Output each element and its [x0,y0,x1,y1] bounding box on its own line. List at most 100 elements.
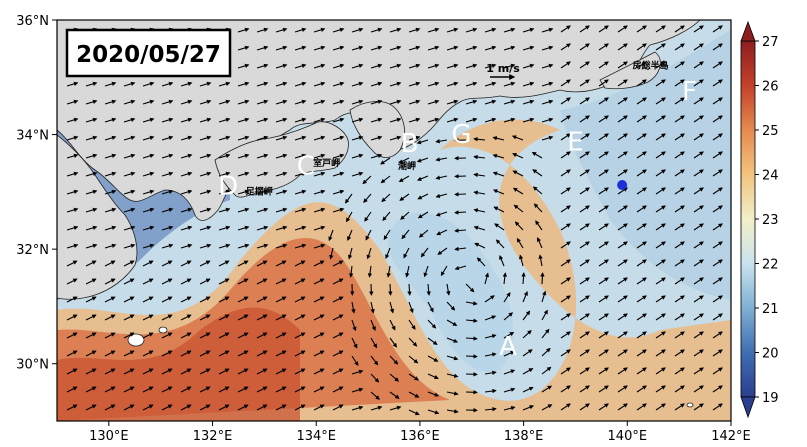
current-vector [712,241,723,249]
current-vector [313,135,326,141]
current-vector [180,189,193,195]
current-vector [256,153,269,159]
current-vector [104,189,117,195]
current-vector [617,385,628,393]
current-vector [522,27,535,33]
current-vector [408,409,420,416]
current-vector [388,283,393,296]
current-vector [142,225,155,231]
current-vector [674,43,685,51]
current-vector [332,171,345,177]
current-vector [712,25,723,33]
current-vector [218,117,231,123]
current-vector [237,350,249,357]
current-vector [435,139,448,144]
current-vector [541,328,550,339]
current-vector [161,314,173,321]
current-vector [237,314,249,321]
current-vector [104,314,116,321]
current-vector [104,225,117,231]
current-vector [427,45,440,51]
current-vector [484,352,497,357]
current-vector [256,171,269,177]
current-vector [275,117,288,123]
current-vector [408,63,421,69]
current-vector [503,45,516,51]
current-vector [313,171,326,177]
current-vector [313,225,326,231]
current-vector [598,259,609,267]
current-vector [693,367,704,375]
current-vector [655,241,666,249]
current-vector [636,79,647,87]
current-vector [161,404,173,411]
current-vector [367,265,373,278]
current-vector [427,337,438,345]
current-vector [465,99,478,105]
current-vector [655,331,666,339]
current-vector [693,97,704,105]
current-vector [199,350,211,357]
current-vector [142,278,154,285]
current-vector [256,332,268,339]
current-vector [142,368,154,375]
current-vector [142,99,155,105]
colorbar-bottom-extend [740,396,756,419]
current-vector [199,278,211,285]
current-vector [66,243,79,249]
current-vector [712,61,723,69]
current-vector [237,207,250,213]
current-vector [636,403,647,411]
current-vector [655,385,666,393]
current-vector [560,187,571,195]
current-vector [435,175,448,180]
current-vector [484,45,497,51]
current-vector [427,409,440,415]
current-vector [579,43,590,51]
current-vector [636,241,647,249]
current-vector [199,135,212,141]
current-vector [85,117,98,123]
current-vector [199,81,212,87]
current-vector [655,187,666,195]
current-vector [598,367,609,375]
current-vector [66,135,79,141]
current-vector [237,99,250,105]
current-vector [427,63,440,69]
current-vector [417,193,429,200]
current-vector [347,229,353,241]
current-vector [598,277,609,285]
current-vector [180,99,193,105]
colorbar-gradient [740,40,756,398]
current-vector [598,313,609,321]
current-vector [693,313,704,321]
cold-eddy [388,212,514,372]
current-vector [712,313,723,321]
current-vector [408,319,416,330]
current-vector [370,355,379,366]
current-vector [389,373,400,382]
current-vector [522,405,535,411]
current-vector [503,369,516,375]
current-vector [66,332,78,339]
current-vector [598,295,609,303]
current-vector [294,63,307,69]
current-vector [560,169,571,177]
current-vector [522,63,535,69]
current-vector [513,204,524,213]
current-vector [579,259,590,267]
current-vector [389,301,395,314]
current-vector [85,153,98,159]
current-vector [199,207,212,213]
current-vector [437,247,448,255]
colorbar-tick-label: 21 [762,302,779,317]
current-vector [370,319,376,332]
current-vector [538,254,543,267]
current-vector [560,223,571,231]
current-vector [617,187,628,195]
current-vector [598,43,609,51]
current-vector [180,225,193,231]
current-vector [598,25,609,33]
current-vector [351,387,364,393]
current-vector [104,207,117,213]
